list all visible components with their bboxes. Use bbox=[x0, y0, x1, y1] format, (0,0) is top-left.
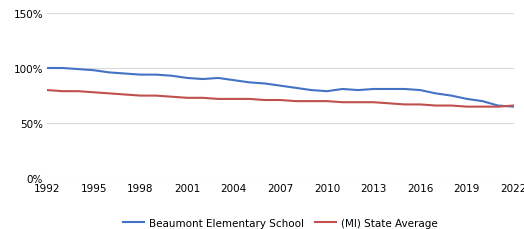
(MI) State Average bbox=[293, 100, 299, 103]
(MI) State Average bbox=[215, 98, 221, 101]
Beaumont Elementary School bbox=[60, 67, 66, 70]
Beaumont Elementary School bbox=[261, 83, 268, 85]
Beaumont Elementary School bbox=[44, 67, 50, 70]
Legend: Beaumont Elementary School, (MI) State Average: Beaumont Elementary School, (MI) State A… bbox=[119, 213, 442, 229]
(MI) State Average bbox=[479, 106, 486, 109]
(MI) State Average bbox=[340, 101, 346, 104]
(MI) State Average bbox=[370, 101, 377, 104]
(MI) State Average bbox=[91, 92, 97, 94]
(MI) State Average bbox=[122, 94, 128, 96]
(MI) State Average bbox=[464, 106, 470, 109]
Beaumont Elementary School bbox=[308, 89, 314, 92]
Beaumont Elementary School bbox=[246, 82, 253, 84]
Beaumont Elementary School bbox=[355, 89, 361, 92]
(MI) State Average bbox=[184, 97, 190, 100]
Beaumont Elementary School bbox=[479, 100, 486, 103]
Beaumont Elementary School bbox=[448, 95, 454, 98]
Beaumont Elementary School bbox=[184, 77, 190, 80]
(MI) State Average bbox=[448, 105, 454, 107]
Beaumont Elementary School bbox=[122, 73, 128, 76]
(MI) State Average bbox=[308, 100, 314, 103]
(MI) State Average bbox=[386, 103, 392, 105]
(MI) State Average bbox=[261, 99, 268, 102]
Beaumont Elementary School bbox=[231, 79, 237, 82]
(MI) State Average bbox=[417, 104, 423, 106]
Beaumont Elementary School bbox=[200, 78, 206, 81]
(MI) State Average bbox=[231, 98, 237, 101]
Beaumont Elementary School bbox=[370, 88, 377, 91]
Line: (MI) State Average: (MI) State Average bbox=[47, 91, 514, 107]
(MI) State Average bbox=[106, 93, 113, 95]
Beaumont Elementary School bbox=[433, 93, 439, 95]
(MI) State Average bbox=[44, 89, 50, 92]
(MI) State Average bbox=[153, 95, 159, 98]
Beaumont Elementary School bbox=[293, 87, 299, 90]
(MI) State Average bbox=[324, 100, 330, 103]
Beaumont Elementary School bbox=[215, 77, 221, 80]
(MI) State Average bbox=[200, 97, 206, 100]
Beaumont Elementary School bbox=[464, 98, 470, 101]
(MI) State Average bbox=[510, 105, 517, 107]
Beaumont Elementary School bbox=[168, 75, 174, 78]
Beaumont Elementary School bbox=[495, 105, 501, 107]
Beaumont Elementary School bbox=[75, 68, 81, 71]
Beaumont Elementary School bbox=[417, 89, 423, 92]
(MI) State Average bbox=[433, 105, 439, 107]
Beaumont Elementary School bbox=[277, 85, 283, 88]
Beaumont Elementary School bbox=[401, 88, 408, 91]
(MI) State Average bbox=[168, 96, 174, 99]
Beaumont Elementary School bbox=[106, 72, 113, 74]
(MI) State Average bbox=[401, 104, 408, 106]
(MI) State Average bbox=[355, 101, 361, 104]
Beaumont Elementary School bbox=[91, 70, 97, 72]
Beaumont Elementary School bbox=[324, 90, 330, 93]
(MI) State Average bbox=[60, 90, 66, 93]
Beaumont Elementary School bbox=[340, 88, 346, 91]
Beaumont Elementary School bbox=[153, 74, 159, 77]
Beaumont Elementary School bbox=[510, 106, 517, 109]
(MI) State Average bbox=[75, 90, 81, 93]
(MI) State Average bbox=[137, 95, 144, 98]
(MI) State Average bbox=[277, 99, 283, 102]
Beaumont Elementary School bbox=[137, 74, 144, 77]
(MI) State Average bbox=[495, 106, 501, 109]
Line: Beaumont Elementary School: Beaumont Elementary School bbox=[47, 69, 514, 107]
(MI) State Average bbox=[246, 98, 253, 101]
Beaumont Elementary School bbox=[386, 88, 392, 91]
